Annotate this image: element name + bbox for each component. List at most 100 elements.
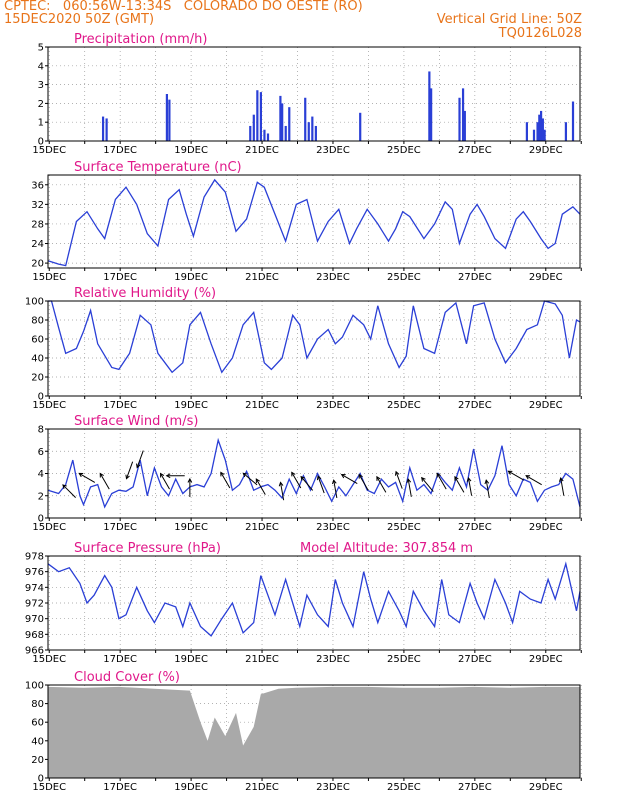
y-tick-label: 60 [31, 335, 44, 346]
y-tick-label: 974 [25, 583, 44, 594]
y-tick-label: 32 [31, 200, 44, 211]
wind-arrow-head [558, 476, 564, 482]
x-tick-label: 25DEC [387, 782, 421, 793]
precip-bar [430, 88, 433, 141]
x-tick-label: 15DEC [32, 522, 66, 533]
precip-bar [101, 116, 105, 141]
wind-arrow-head [242, 472, 248, 478]
panel-title-cloud: Cloud Cover (%) [74, 670, 180, 685]
wind-arrow-head [406, 478, 412, 484]
y-tick-label: 20 [31, 755, 44, 766]
wind-arrow-head [160, 472, 165, 478]
precip-bar [461, 88, 465, 141]
wind-arrow [126, 461, 134, 479]
wind-arrow-head [525, 475, 531, 480]
panel-frame [47, 46, 581, 142]
wind-arrow-head [507, 470, 513, 475]
wind-arrow-head [436, 472, 441, 478]
precip-bar [532, 129, 536, 141]
y-tick-label: 100 [25, 297, 44, 308]
wind-arrow [220, 472, 231, 489]
panel-title-rh: Relative Humidity (%) [74, 286, 216, 301]
x-tick-label: 21DEC [245, 145, 279, 156]
wind-arrow-head [454, 475, 459, 481]
wind-arrow [300, 476, 314, 491]
y-tick-label: 1 [38, 118, 44, 129]
x-tick-label: 27DEC [458, 654, 492, 665]
pres-series-line [47, 561, 581, 637]
y-tick-label: 4 [38, 61, 44, 72]
x-tick-label: 29DEC [529, 145, 563, 156]
x-tick-label: 17DEC [103, 522, 137, 533]
precip-bar [256, 90, 259, 141]
x-tick-label: 21DEC [245, 522, 279, 533]
wind-arrow [291, 472, 302, 489]
wind-arrow [560, 477, 565, 496]
y-tick-label: 80 [31, 699, 44, 710]
y-tick-label: 5 [38, 43, 44, 54]
precip-bar [525, 122, 528, 141]
header-model-code: TQ0126L028 [498, 26, 582, 41]
wind-arrow-head [421, 476, 426, 482]
panel-title-wind: Surface Wind (m/s) [74, 414, 198, 429]
wind-arrow [485, 480, 490, 499]
x-tick-label: 21DEC [245, 782, 279, 793]
wind-arrow-head [331, 479, 337, 485]
wind-arrow [242, 472, 258, 486]
wind-arrow-head [125, 474, 130, 480]
precip-bar [252, 114, 255, 141]
wind-arrow [136, 450, 144, 468]
wind-arrow [341, 474, 358, 484]
precip-bar [571, 101, 575, 141]
wind-arrow-head [78, 472, 84, 478]
wind-arrow [436, 473, 447, 490]
x-tick-label: 29DEC [529, 522, 563, 533]
wind-arrow-head [300, 475, 306, 481]
x-tick-label: 27DEC [458, 400, 492, 411]
precip-bar [311, 116, 314, 141]
x-tick-label: 21DEC [245, 654, 279, 665]
wind-arrow [467, 477, 473, 496]
precip-bar [105, 118, 108, 141]
x-tick-label: 29DEC [529, 782, 563, 793]
wind-arrow-head [62, 484, 67, 489]
precip-bar [543, 129, 546, 141]
precip-bar [307, 122, 310, 141]
y-tick-label: 60 [31, 718, 44, 729]
x-tick-label: 19DEC [174, 145, 208, 156]
precip-bar [359, 112, 362, 141]
cloud-cover-area [48, 686, 580, 778]
panel-title-pres: Surface Pressure (hPa) [74, 541, 221, 556]
x-tick-label: 29DEC [529, 400, 563, 411]
wind-arrow [395, 471, 403, 489]
wind-arrow-head [358, 473, 363, 479]
x-tick-label: 27DEC [458, 272, 492, 283]
x-tick-label: 19DEC [174, 272, 208, 283]
wind-arrow-head [466, 476, 472, 482]
x-tick-label: 21DEC [245, 400, 279, 411]
x-tick-label: 23DEC [316, 400, 350, 411]
precip-bar [263, 129, 266, 141]
precip-bar [281, 103, 284, 141]
wind-arrow-head [394, 470, 400, 476]
wind-arrow-head [316, 475, 322, 481]
x-tick-label: 15DEC [32, 145, 66, 156]
precip-bar [564, 122, 568, 141]
y-tick-label: 3 [38, 80, 44, 91]
y-tick-label: 0 [38, 137, 44, 148]
model-altitude-label: Model Altitude: 307.854 m [300, 541, 473, 556]
x-tick-label: 15DEC [32, 400, 66, 411]
wind-arrow [376, 476, 387, 493]
precip-bar [249, 125, 252, 141]
x-tick-label: 23DEC [316, 272, 350, 283]
precip-bar [304, 97, 307, 141]
x-tick-label: 25DEC [387, 400, 421, 411]
y-tick-label: 40 [31, 736, 44, 747]
wind-arrow [280, 482, 285, 501]
x-tick-label: 23DEC [316, 145, 350, 156]
wind-arrow [407, 479, 412, 497]
y-tick-label: 24 [31, 239, 44, 250]
precip-bar [288, 107, 291, 141]
wind-arrow-head [187, 477, 193, 483]
